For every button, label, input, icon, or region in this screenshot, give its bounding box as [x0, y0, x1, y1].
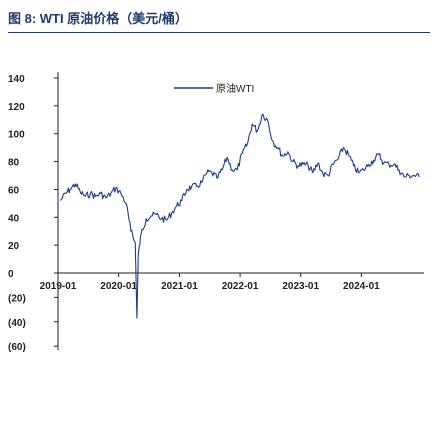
- y-tick-label: 80: [8, 158, 20, 169]
- chart-axes: [57, 72, 424, 350]
- legend-label-wti: 原油WTI: [216, 82, 254, 95]
- series-line-wti: [59, 113, 420, 319]
- x-tick-label: 2021-01: [161, 281, 198, 292]
- x-tick-label: 2020-01: [100, 281, 137, 292]
- figure-title: 图 8: WTI 原油价格（美元/桶）: [8, 11, 188, 26]
- y-tick-label: 100: [8, 130, 25, 141]
- x-tick-label: 2019-01: [40, 281, 77, 292]
- x-axis-ticks: 2019-01 2020-01 2021-01 2022-01 2023-01 2024-…: [40, 273, 380, 292]
- y-tick-label: 0: [8, 269, 14, 280]
- y-tick-label: (40): [8, 318, 26, 329]
- series-layer: [59, 113, 420, 319]
- x-tick-label: 2023-01: [282, 281, 319, 292]
- y-tick-label: (20): [8, 293, 26, 304]
- x-tick-label: 2022-01: [222, 281, 259, 292]
- y-tick-label: 20: [8, 241, 20, 252]
- y-tick-label: 60: [8, 185, 20, 196]
- y-tick-label: (60): [8, 342, 26, 353]
- y-tick-label: 120: [8, 102, 25, 113]
- chart-legend: 原油WTI: [174, 82, 254, 95]
- x-tick-label: 2024-01: [343, 281, 380, 292]
- y-tick-label: 40: [8, 213, 20, 224]
- y-tick-label: 140: [8, 74, 25, 85]
- title-divider: [8, 32, 430, 33]
- y-axis-ticks: 140 120 100 80 60 40 20 0 (20) (40) (60): [8, 74, 58, 353]
